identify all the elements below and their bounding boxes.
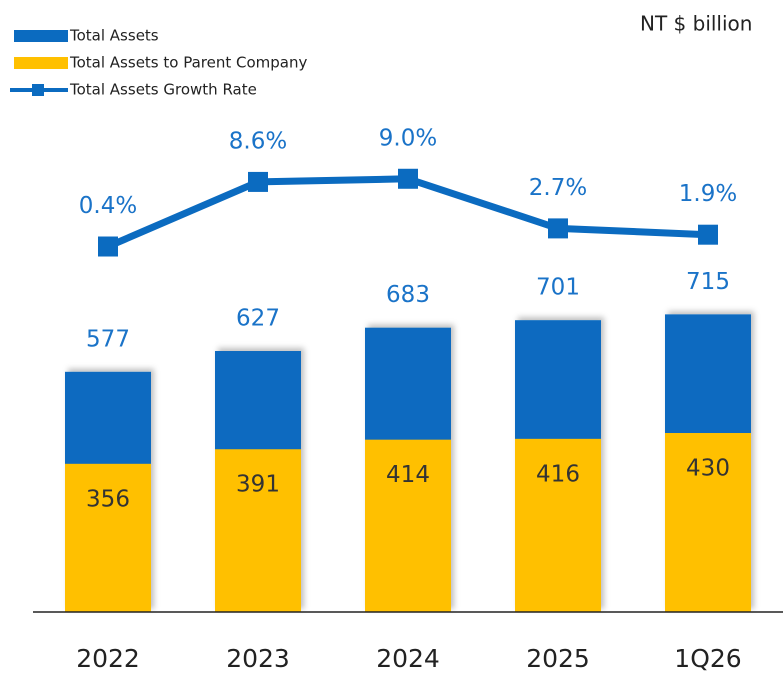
data-label: 414 <box>386 462 430 488</box>
line-marker <box>398 168 418 189</box>
x-tick-label: 1Q26 <box>674 644 741 673</box>
bar <box>65 463 151 612</box>
legend-swatch <box>14 57 68 69</box>
legend-label: Total Assets to Parent Company <box>69 54 307 72</box>
line-marker <box>98 236 118 257</box>
data-label: 416 <box>536 461 580 487</box>
data-label: 627 <box>236 306 280 332</box>
legend-label: Total Assets Growth Rate <box>69 81 257 99</box>
data-label: 430 <box>686 456 730 482</box>
bar <box>215 449 301 612</box>
data-label: 0.4% <box>79 193 137 219</box>
data-label: 8.6% <box>229 128 287 154</box>
line-marker <box>248 171 268 192</box>
data-label: 701 <box>536 275 580 301</box>
bar <box>515 438 601 612</box>
x-tick-label: 2024 <box>376 644 440 673</box>
legend-marker <box>32 84 44 96</box>
bar <box>365 439 451 612</box>
data-label: 683 <box>386 282 430 308</box>
data-label: 715 <box>686 269 730 295</box>
x-tick-label: 2025 <box>526 644 590 673</box>
data-label: 1.9% <box>679 181 737 207</box>
x-tick-label: 2022 <box>76 644 140 673</box>
line-marker <box>698 224 718 245</box>
line-marker <box>548 218 568 239</box>
data-label: 577 <box>86 326 130 352</box>
data-label: 2.7% <box>529 175 587 201</box>
unit-label: NT $ billion <box>640 12 752 36</box>
bar <box>665 433 751 612</box>
x-tick-label: 2023 <box>226 644 290 673</box>
line <box>106 175 709 250</box>
data-label: 391 <box>236 472 280 498</box>
data-label: 356 <box>86 486 130 512</box>
legend-label: Total Assets <box>69 27 159 45</box>
data-label: 9.0% <box>379 125 437 151</box>
legend-swatch <box>14 30 68 42</box>
